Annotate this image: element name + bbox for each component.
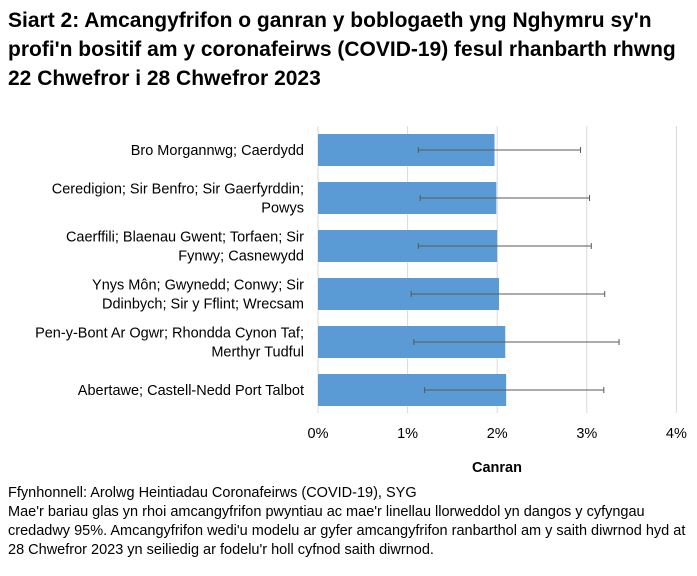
error-bar bbox=[419, 195, 590, 201]
chart-title: Siart 2: Amcangyfrifon o ganran y boblog… bbox=[8, 9, 676, 90]
category-label: Ceredigion; Sir Benfro; Sir Gaerfyrddin;… bbox=[52, 182, 304, 217]
x-tick-label: 2% bbox=[487, 426, 508, 442]
x-tick-label: 0% bbox=[308, 426, 329, 442]
category-label: Bro Morgannwg; Caerdydd bbox=[131, 143, 304, 159]
category-label-line: Bro Morgannwg; Caerdydd bbox=[131, 143, 304, 159]
error-bar bbox=[424, 387, 605, 393]
x-tick-label: 3% bbox=[576, 426, 597, 442]
x-axis-label: Canran bbox=[472, 460, 522, 476]
category-label-line: Caerffili; Blaenau Gwent; Torfaen; Sir bbox=[66, 230, 304, 246]
category-label-line: Ddinbych; Sir y Fflint; Wrecsam bbox=[102, 297, 304, 313]
error-bar bbox=[417, 147, 582, 153]
category-label-line: Pen-y-Bont Ar Ogwr; Rhondda Cynon Taf; bbox=[35, 326, 304, 342]
x-tick-label: 1% bbox=[397, 426, 418, 442]
category-label-line: Abertawe; Castell-Nedd Port Talbot bbox=[78, 383, 304, 399]
chart-notes: Ffynhonnell: Arolwg Heintiadau Coronafei… bbox=[8, 484, 693, 560]
category-label: Pen-y-Bont Ar Ogwr; Rhondda Cynon Taf; Me… bbox=[35, 326, 304, 361]
error-bar bbox=[413, 339, 620, 345]
description-note: Mae'r bariau glas yn rhoi amcangyfrifon … bbox=[8, 504, 686, 558]
category-label-line: Merthyr Tudful bbox=[211, 345, 304, 361]
category-label: Ynys Môn; Gwynedd; Conwy; Sir Ddinbych; S… bbox=[92, 278, 304, 313]
error-bar bbox=[417, 243, 592, 249]
category-label-line: Ynys Môn; Gwynedd; Conwy; Sir bbox=[92, 278, 304, 294]
category-label-line: Powys bbox=[261, 201, 304, 217]
x-tick-label: 4% bbox=[666, 426, 687, 442]
source-note: Ffynhonnell: Arolwg Heintiadau Coronafei… bbox=[8, 485, 417, 501]
category-label: Caerffili; Blaenau Gwent; Torfaen; Sir Fy… bbox=[66, 230, 304, 265]
error-bar bbox=[410, 291, 606, 297]
category-label: Abertawe; Castell-Nedd Port Talbot bbox=[78, 383, 304, 399]
category-label-line: Fynwy; Casnewydd bbox=[178, 249, 304, 265]
category-label-line: Ceredigion; Sir Benfro; Sir Gaerfyrddin; bbox=[52, 182, 304, 198]
